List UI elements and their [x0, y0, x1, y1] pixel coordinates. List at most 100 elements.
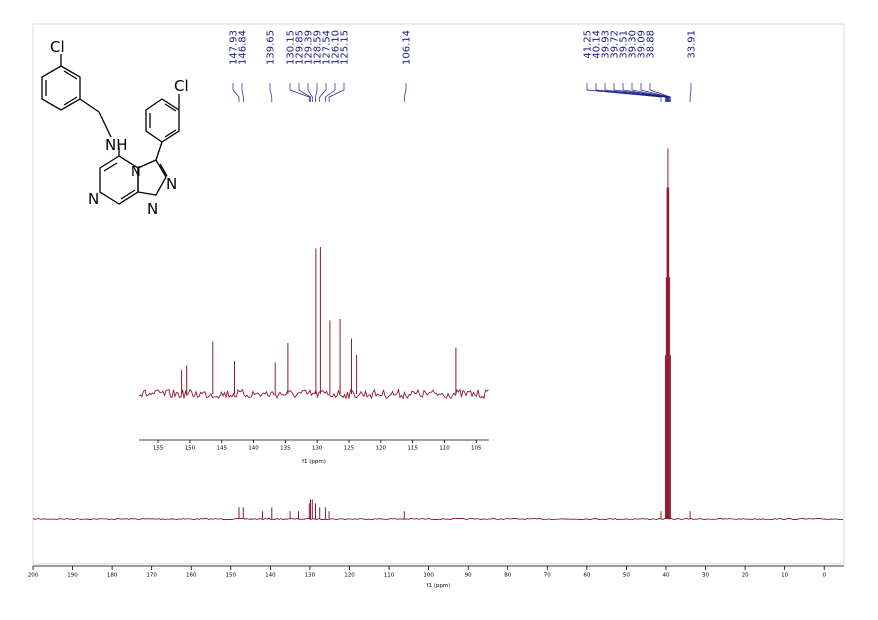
- peak-label: 39.30: [628, 30, 639, 59]
- ring-double-bond: [164, 129, 177, 138]
- peak-label: 33.91: [687, 30, 698, 59]
- peak-label: 125.15: [340, 30, 351, 65]
- ring-double-bond: [159, 163, 168, 177]
- peak-label: 126.10: [331, 30, 342, 65]
- peak-label: 39.51: [619, 30, 630, 59]
- atom-label: N: [131, 165, 141, 180]
- x-tick-label: 90: [465, 573, 472, 579]
- peak-label-connector: [604, 83, 667, 102]
- x-tick-label: 120: [344, 573, 355, 579]
- peak-label-connector: [232, 83, 240, 102]
- main-spectrum: [32, 148, 844, 521]
- x-tick-label: 140: [265, 573, 276, 579]
- x-tick-label: 170: [146, 573, 157, 579]
- atom-label: N: [147, 200, 158, 218]
- peak-label: 40.14: [592, 30, 603, 59]
- spectrum-baseline: [138, 388, 489, 400]
- atom-label: N: [166, 175, 177, 193]
- ring-double-bond: [63, 70, 78, 80]
- peak-label: 39.72: [610, 30, 621, 59]
- peak-label: 128.59: [313, 30, 324, 65]
- peak-label: 147.93: [229, 30, 240, 65]
- x-tick-label: 120: [376, 446, 387, 452]
- x-tick-label: 100: [423, 573, 434, 579]
- x-tick-label: 40: [662, 573, 669, 579]
- x-tick-label: 110: [384, 573, 395, 579]
- ring-double-bond: [103, 162, 118, 172]
- peak-label: 39.09: [637, 30, 648, 59]
- x-tick-label: 130: [305, 573, 316, 579]
- peak-label-connector: [307, 83, 313, 102]
- main-x-axis: 200 190 180 170 160 150 140 130 120 110 100 90 80 70 6…: [28, 565, 844, 579]
- atom-label: N: [88, 190, 99, 208]
- inset-spectrum: [138, 247, 489, 400]
- peak-label-connector: [325, 83, 336, 102]
- x-tick-label: 110: [439, 446, 450, 452]
- peak-label: 139.65: [266, 30, 277, 65]
- x-tick-label: 200: [28, 573, 39, 579]
- x-tick-label: 150: [185, 446, 196, 452]
- peak-label: 39.93: [601, 30, 612, 59]
- chlorophenyl-ring-left: [41, 65, 81, 111]
- peak-label: 129.39: [304, 30, 315, 65]
- peak-label-connector: [298, 83, 311, 102]
- chain-bond: [79, 98, 100, 113]
- peak-label: 130.15: [286, 30, 297, 65]
- peak-label-connector: [315, 83, 318, 102]
- x-tick-label: 135: [280, 446, 291, 452]
- peak-label: 106.14: [402, 30, 413, 65]
- inset-x-axis: 155 150 145 140 135 130 125 120 115 110 105: [139, 439, 489, 452]
- ring-double-bond: [120, 189, 136, 200]
- plot-frame: [32, 23, 845, 565]
- peak-label: 146.84: [238, 30, 249, 65]
- peak-label-connector: [269, 83, 273, 102]
- peak-label-connector: [595, 83, 666, 102]
- x-tick-label: 160: [186, 573, 197, 579]
- x-tick-label: 180: [107, 573, 118, 579]
- structure-atom-labels: Cl Cl NH N N N N: [50, 38, 189, 218]
- x-tick-label: 105: [471, 446, 482, 452]
- atom-label: NH: [105, 136, 128, 154]
- ring-double-bond: [63, 96, 78, 106]
- x-tick-label: 0: [822, 573, 826, 579]
- x-tick-label: 50: [623, 573, 630, 579]
- x-tick-label: 150: [226, 573, 237, 579]
- chemical-structure: [41, 54, 180, 205]
- atom-label: Cl: [174, 77, 189, 95]
- x-tick-label: 125: [344, 446, 355, 452]
- peak-label-connector: [289, 83, 310, 102]
- chain-bond: [98, 111, 112, 138]
- spectrum-baseline: [32, 517, 844, 521]
- peak-label-connector: [640, 83, 670, 102]
- peak-label: 38.88: [646, 30, 657, 59]
- peak-label-connector: [319, 83, 327, 102]
- x-tick-label: 70: [544, 573, 551, 579]
- peak-label-connector: [403, 83, 407, 102]
- ring-double-bond: [164, 103, 177, 112]
- peak-label: 127.54: [322, 30, 333, 65]
- x-tick-label: 115: [407, 446, 418, 452]
- peak-label-connector: [241, 83, 244, 102]
- peak-label-connector: [613, 83, 668, 102]
- peak-label-connector: [622, 83, 669, 102]
- peak-label-connector: [649, 83, 671, 102]
- peak-label-connector: [631, 83, 670, 102]
- peak-label-connector: [328, 83, 345, 102]
- peak-label-connectors: [232, 83, 692, 102]
- x-tick-label: 145: [216, 446, 227, 452]
- x-tick-label: 60: [583, 573, 590, 579]
- x-tick-label: 20: [742, 573, 749, 579]
- triazole-ring: [137, 159, 167, 196]
- chlorophenyl-ring-right: [145, 98, 180, 143]
- x-tick-label: 155: [153, 446, 164, 452]
- peak-label: 41.25: [583, 30, 594, 59]
- x-tick-label: 140: [248, 446, 259, 452]
- peak-label: 129.85: [295, 30, 306, 65]
- atom-label: Cl: [50, 38, 65, 56]
- peak-label-connector: [689, 83, 692, 102]
- peak-label-connector: [586, 83, 662, 102]
- x-tick-label: 130: [312, 446, 323, 452]
